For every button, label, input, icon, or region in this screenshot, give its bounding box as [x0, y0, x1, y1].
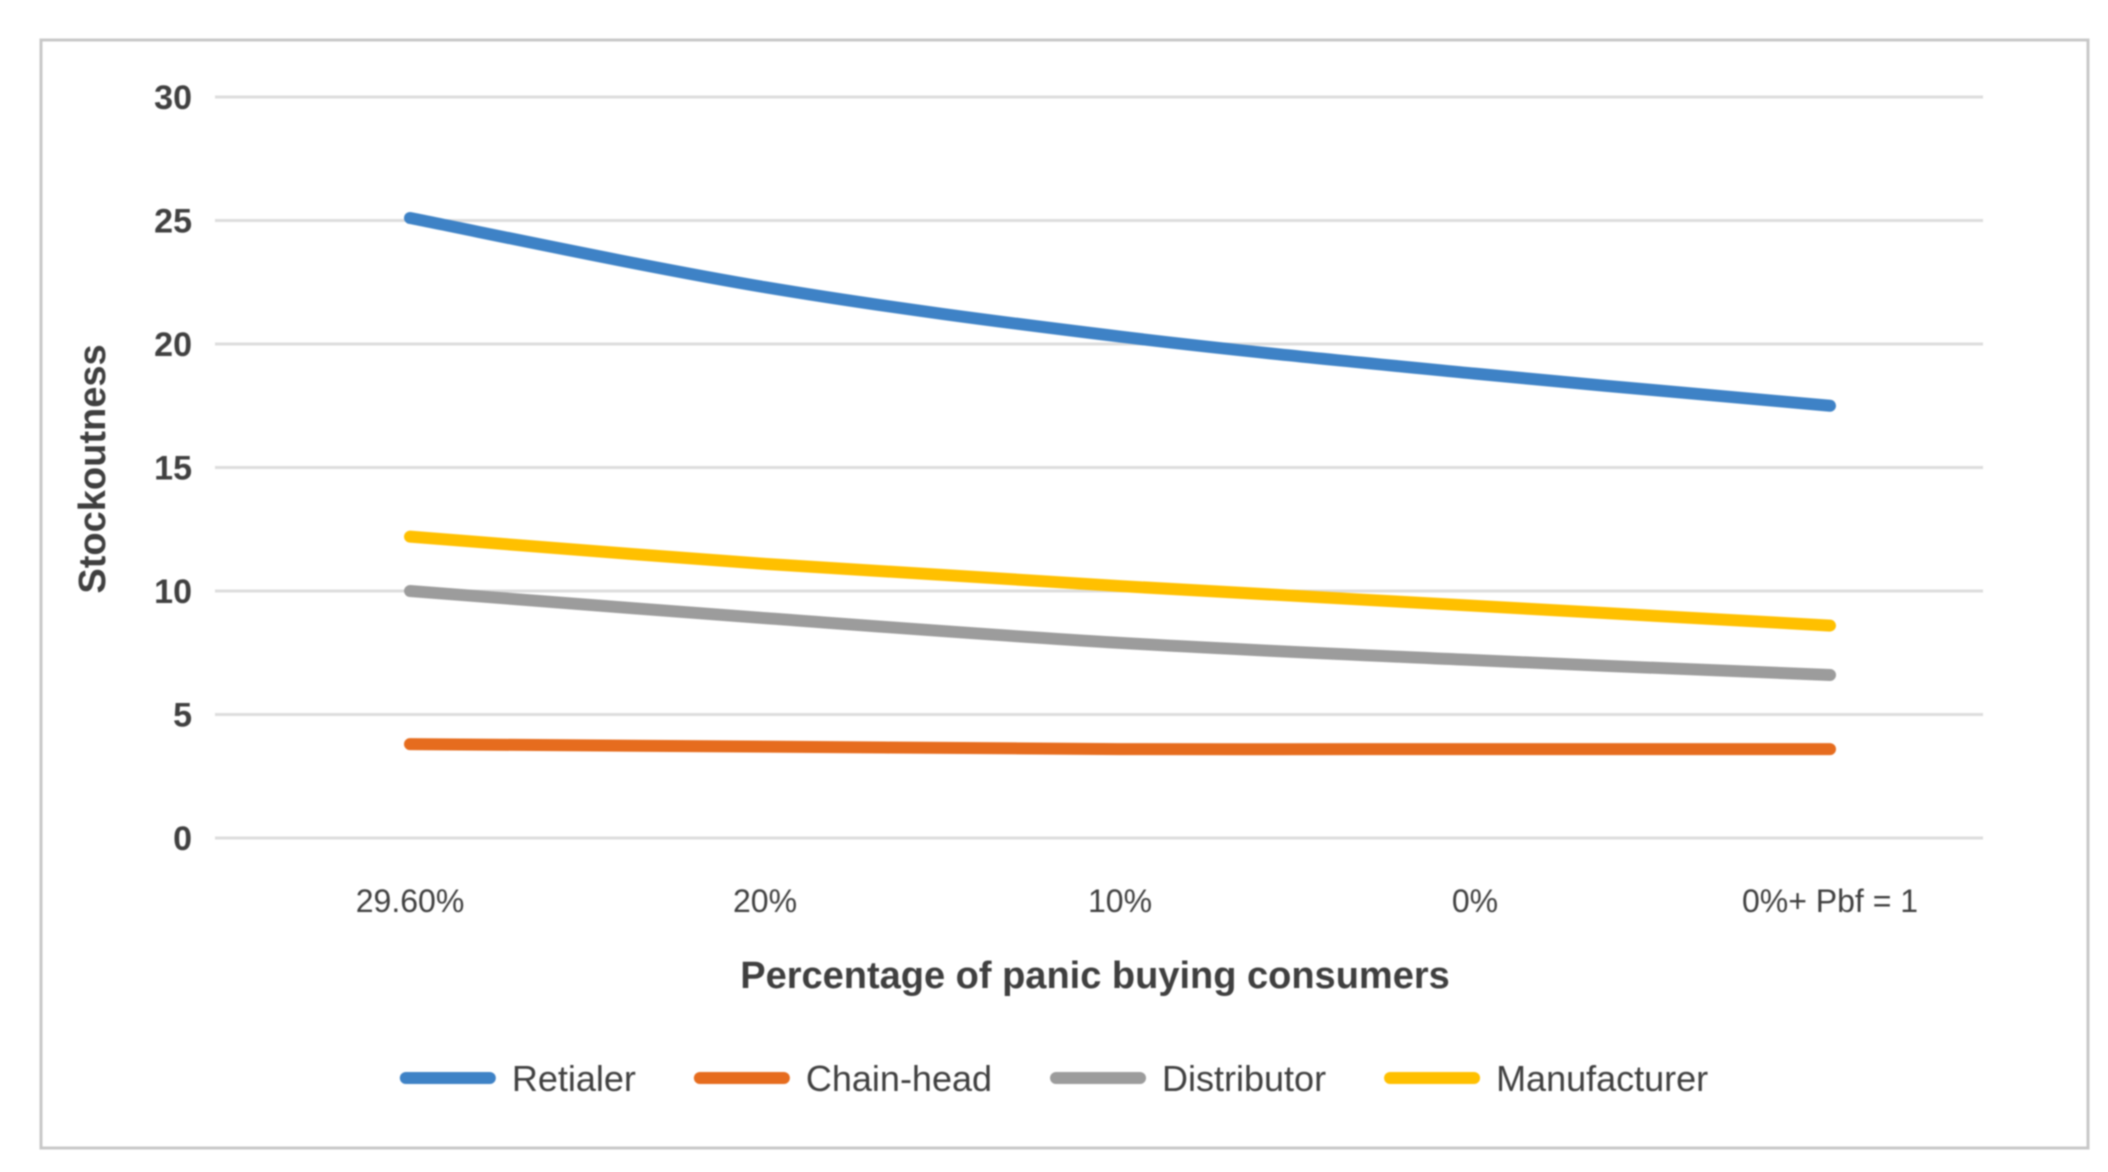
legend-label-chain-head: Chain-head: [806, 1058, 992, 1099]
y-tick-label-20: 20: [154, 326, 192, 364]
series-line-retialer: [404, 212, 1836, 412]
x-category-label-1: 20%: [733, 883, 797, 919]
series-lines-layer: [404, 212, 1836, 756]
y-tick-label-30: 30: [154, 79, 192, 117]
legend-swatch-manufacturer: [1384, 1072, 1481, 1084]
legend-swatch-chain-head: [693, 1072, 790, 1084]
y-axis-title: Stockoutness: [72, 344, 114, 593]
x-category-label-3: 0%: [1452, 883, 1498, 919]
x-category-labels: 29.60% 20% 10% 0% 0%+ Pbf = 1: [356, 883, 1918, 919]
chart-border: [39, 38, 2090, 1150]
y-tick-labels: 0 5 10 15 20 25 30: [154, 79, 192, 858]
series-line-chain-head: [404, 738, 1836, 756]
x-axis-title: Percentage of panic buying consumers: [740, 955, 1450, 997]
legend-swatch-distributor: [1050, 1072, 1147, 1084]
x-category-label-4: 0%+ Pbf = 1: [1742, 883, 1918, 919]
y-tick-label-25: 25: [154, 203, 192, 241]
legend-label-distributor: Distributor: [1162, 1058, 1326, 1099]
gridlines-layer: [215, 95, 1983, 840]
series-line-distributor: [404, 585, 1836, 681]
y-tick-label-5: 5: [173, 697, 192, 735]
series-line-manufacturer: [404, 530, 1836, 632]
x-category-label-0: 29.60%: [356, 883, 465, 919]
y-tick-label-15: 15: [154, 450, 192, 488]
legend-label-manufacturer: Manufacturer: [1496, 1058, 1708, 1099]
x-category-label-2: 10%: [1088, 883, 1152, 919]
legend: Retialer Chain-head Distributor Manufacture…: [399, 1058, 1708, 1099]
y-tick-label-10: 10: [154, 573, 192, 611]
legend-label-retialer: Retialer: [512, 1058, 636, 1099]
legend-swatch-retialer: [399, 1072, 496, 1084]
y-tick-label-0: 0: [173, 820, 192, 858]
